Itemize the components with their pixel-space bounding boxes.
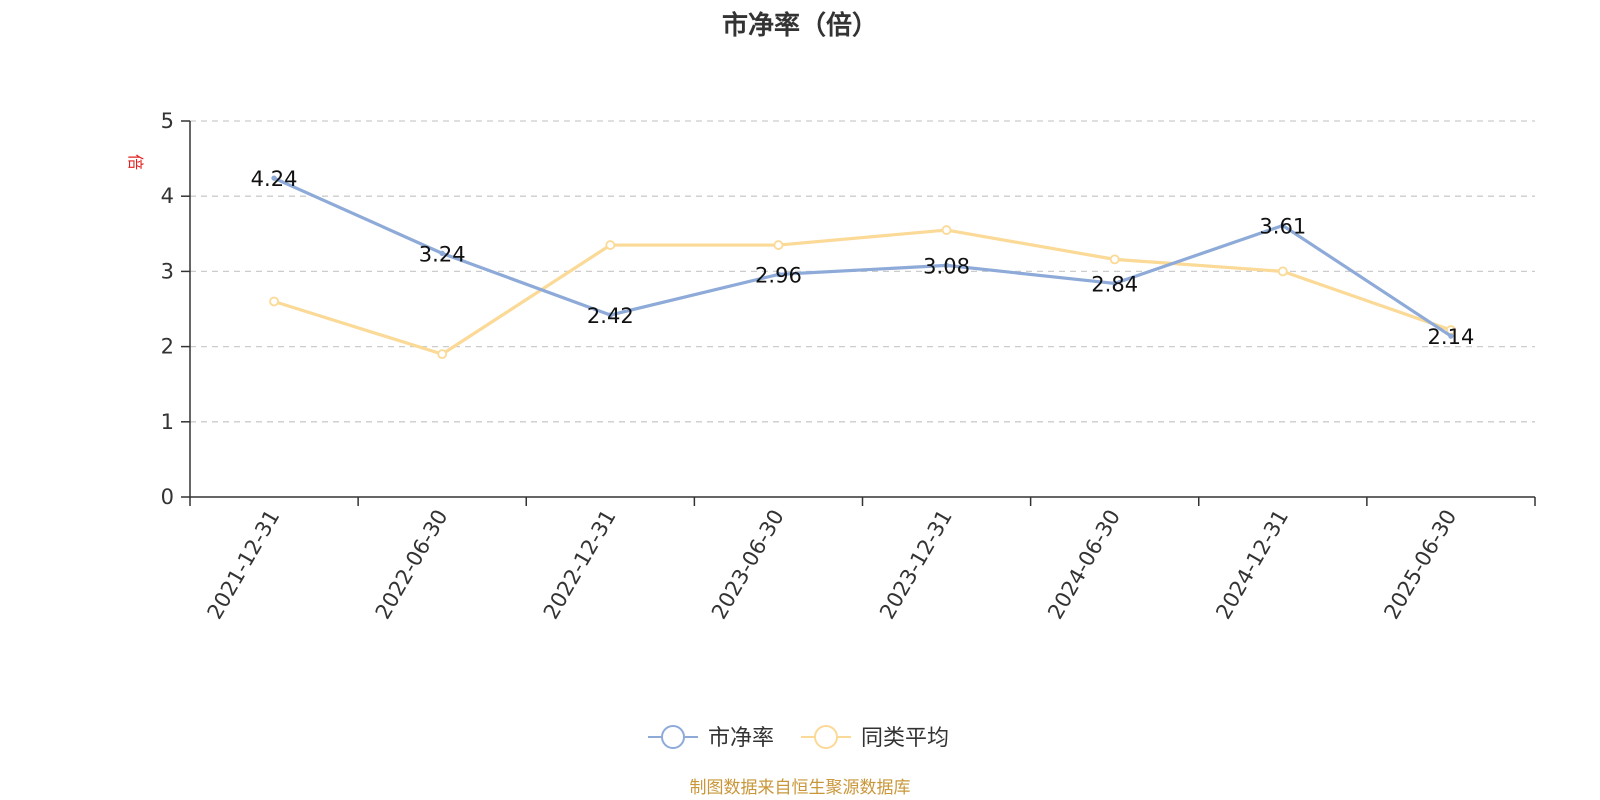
series-point	[1109, 254, 1120, 265]
series-point	[1448, 333, 1454, 339]
series-point	[271, 175, 277, 181]
x-tick-label: 2023-06-30	[707, 506, 789, 624]
axes: 0 1 2 3 4 5 2021-12-31 2022-06-30 2022-12-31 2023…	[161, 109, 1536, 624]
data-label: 3.61	[1259, 215, 1306, 239]
series-point	[775, 271, 782, 278]
series-point	[1280, 222, 1286, 229]
legend-label: 市净率	[708, 726, 774, 751]
source-note: 制图数据来自恒生聚源数据库	[690, 778, 911, 798]
y-axis-label: 倍	[126, 154, 145, 170]
series-point	[1111, 280, 1118, 287]
legend-item-1[interactable]: 同类平均	[801, 725, 949, 751]
series-point	[941, 225, 952, 235]
x-tick-label: 2022-06-30	[371, 506, 453, 624]
data-label: 4.24	[251, 167, 298, 191]
data-label: 2.96	[755, 263, 802, 287]
series-point	[269, 296, 279, 307]
data-labels: 4.24 3.24 2.42 2.96 3.08 2.84 3.61 2.14	[251, 167, 1475, 349]
series-line-1	[273, 228, 1452, 356]
data-label: 2.84	[1091, 272, 1138, 296]
data-label: 2.42	[587, 304, 634, 328]
data-label: 2.14	[1428, 325, 1475, 349]
x-tick-label: 2021-12-31	[203, 506, 285, 624]
data-label: 3.24	[419, 242, 466, 266]
series-point	[773, 240, 784, 250]
series-layer	[269, 175, 1456, 360]
legend-marker	[661, 725, 685, 749]
data-label: 3.08	[923, 254, 970, 278]
x-tick-label: 2025-06-30	[1379, 506, 1461, 624]
y-tick-label: 5	[161, 109, 174, 133]
series-point	[943, 262, 950, 269]
legend[interactable]: 市净率 同类平均	[648, 725, 949, 751]
y-tick-label: 1	[161, 410, 174, 434]
x-tick-label: 2024-06-30	[1043, 506, 1125, 624]
series-point	[437, 349, 448, 360]
x-tick-label: 2024-12-31	[1211, 506, 1293, 624]
series-point	[607, 312, 614, 318]
legend-item-0[interactable]: 市净率	[648, 725, 774, 751]
legend-marker	[814, 725, 838, 749]
series-point	[1277, 266, 1288, 277]
y-tick-label: 4	[161, 184, 174, 208]
x-tick-label: 2023-12-31	[875, 506, 957, 624]
x-tick-label: 2022-12-31	[539, 506, 621, 624]
chart-title: 市净率（倍）	[722, 10, 878, 41]
y-tick-label: 3	[161, 259, 174, 283]
y-tick-label: 2	[161, 335, 174, 359]
y-tick-label: 0	[161, 485, 174, 509]
series-point	[439, 250, 445, 257]
legend-label: 同类平均	[861, 726, 949, 751]
series-line-0	[273, 176, 1452, 338]
series-point	[605, 240, 616, 250]
